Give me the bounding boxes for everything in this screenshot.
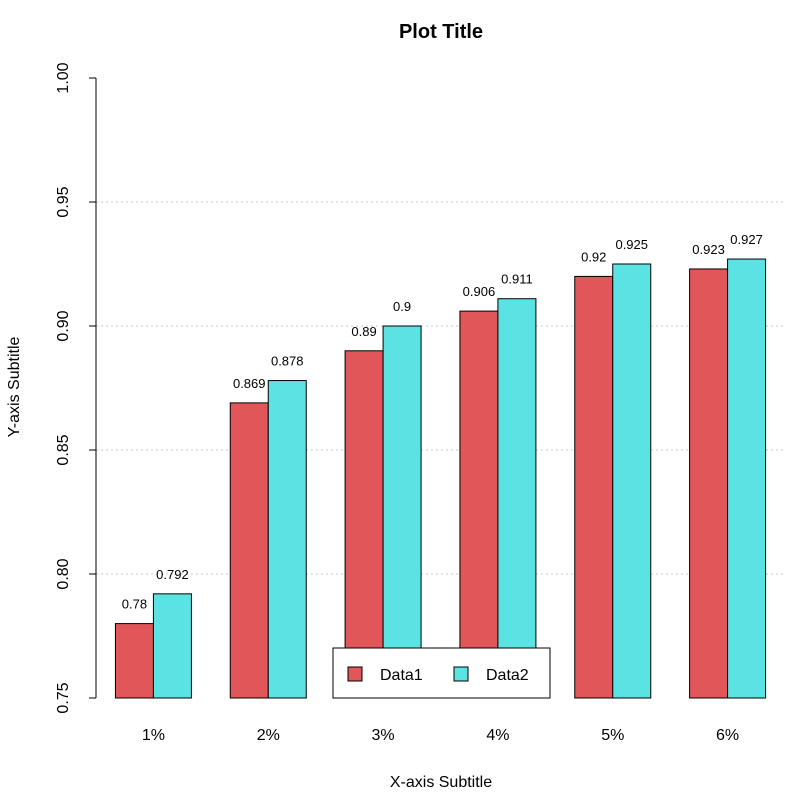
legend: Data1 Data2: [332, 647, 551, 699]
bar-value-label: 0.869: [233, 376, 266, 391]
bar-data1-4: [459, 310, 499, 699]
y-tick-label: 1.00: [55, 62, 72, 93]
bar-data2-6: [727, 258, 767, 699]
bar-data2-4: [497, 298, 537, 699]
bar-value-labels: 0.78 0.792 0.869 0.878 0.89 0.9 0.906 0.911 0.92…: [122, 232, 763, 612]
y-axis-title: Y-axis Subtitle: [6, 337, 23, 438]
legend-box: [332, 647, 551, 699]
bar-value-label: 0.925: [615, 237, 648, 252]
y-axis: 0.75 0.80 0.85 0.90 0.95 1.00: [55, 62, 97, 714]
x-tick-label: 3%: [372, 727, 395, 744]
gridlines: [96, 201, 785, 575]
bars: [114, 258, 767, 699]
bar-data1-1: [114, 623, 154, 699]
bar-value-label: 0.78: [122, 597, 147, 612]
y-tick-label: 0.85: [55, 434, 72, 465]
bar-value-label: 0.911: [501, 272, 533, 287]
x-tick-label: 6%: [716, 727, 739, 744]
x-axis: 1% 2% 3% 4% 5% 6%: [142, 727, 739, 744]
legend-swatch-data2: [453, 666, 469, 682]
bar-data2-3: [382, 325, 422, 699]
x-axis-title: X-axis Subtitle: [390, 774, 492, 791]
x-tick-label: 1%: [142, 727, 165, 744]
bar-value-label: 0.927: [730, 232, 763, 247]
y-tick-label: 0.75: [55, 682, 72, 713]
legend-label-data1: Data1: [380, 667, 423, 684]
bar-data2-2: [267, 380, 307, 699]
legend-label-data2: Data2: [486, 667, 529, 684]
bar-value-label: 0.923: [692, 242, 725, 257]
bar-data1-2: [229, 402, 269, 699]
bar-data2-1: [152, 593, 192, 699]
bar-data1-6: [689, 268, 729, 699]
bar-value-label: 0.89: [351, 324, 376, 339]
bar-value-label: 0.792: [156, 567, 189, 582]
bar-data1-5: [574, 275, 614, 699]
bar-value-label: 0.92: [581, 249, 606, 264]
x-tick-label: 5%: [601, 727, 624, 744]
x-tick-label: 2%: [257, 727, 280, 744]
y-tick-label: 0.80: [55, 558, 72, 589]
chart-title: Plot Title: [399, 21, 483, 43]
y-tick-label: 0.90: [55, 310, 72, 341]
bar-value-label: 0.906: [463, 284, 496, 299]
y-tick-label: 0.95: [55, 186, 72, 217]
bar-value-label: 0.9: [393, 299, 411, 314]
x-tick-label: 4%: [486, 727, 509, 744]
bar-data2-5: [612, 263, 652, 699]
legend-swatch-data1: [347, 666, 363, 682]
bar-value-label: 0.878: [271, 354, 304, 369]
bar-data1-3: [344, 350, 384, 699]
